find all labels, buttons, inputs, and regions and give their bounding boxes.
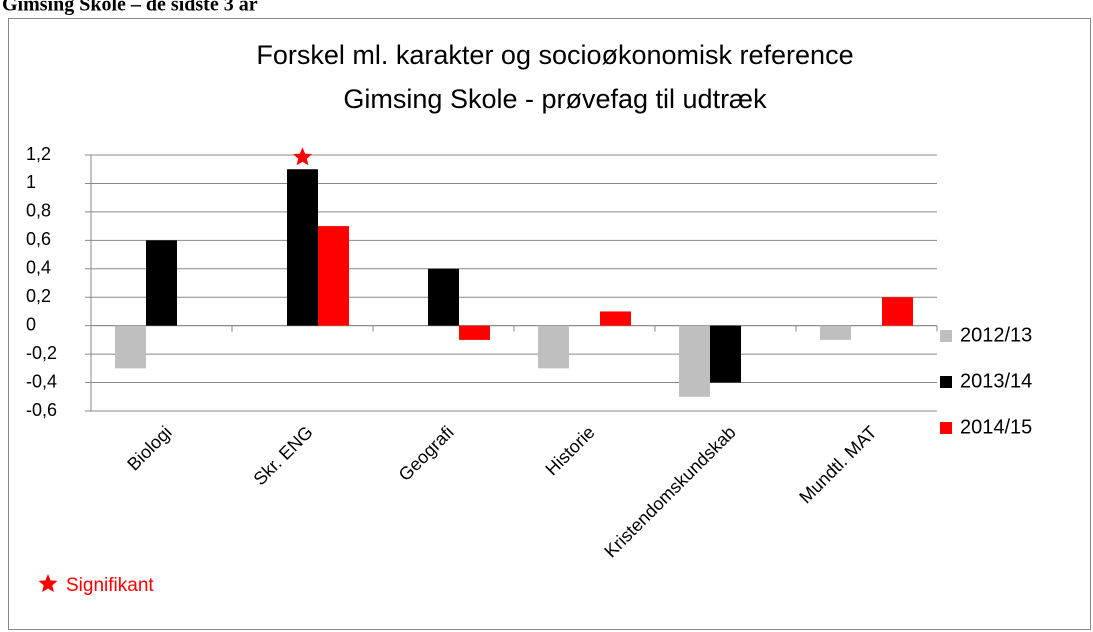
y-tick-label: 0,4 — [26, 258, 51, 278]
y-tick-label: 0 — [26, 314, 36, 334]
star — [38, 574, 58, 593]
y-tick-label: -0,6 — [26, 400, 57, 420]
y-tick-label: 0,8 — [26, 201, 51, 221]
legend-label: 2013/14 — [960, 370, 1032, 392]
legend-swatch — [940, 376, 952, 388]
y-tick-label: 1 — [26, 172, 36, 192]
bar — [428, 268, 459, 326]
annotation: Signifikant — [66, 575, 154, 596]
bar — [459, 325, 490, 340]
y-tick-label: 0,6 — [26, 229, 51, 249]
y-tick-label: 1,2 — [26, 144, 51, 164]
chart-subtitle: Gimsing Skole - prøvefag til udtræk — [343, 84, 767, 114]
y-tick-label: -0,2 — [26, 343, 57, 363]
bar — [710, 325, 741, 383]
y-tick-label: 0,2 — [26, 286, 51, 306]
y-tick-label: -0,4 — [26, 371, 57, 391]
bar — [820, 325, 851, 340]
legend-swatch — [940, 422, 952, 434]
legend-swatch — [940, 330, 952, 342]
chart-title: Forskel ml. karakter og socioøkonomisk r… — [256, 40, 853, 70]
legend-label: 2012/13 — [960, 324, 1032, 346]
bar — [538, 325, 569, 369]
bar — [287, 169, 318, 326]
bar — [600, 311, 631, 326]
star — [293, 147, 312, 166]
bar — [318, 226, 349, 326]
bar — [882, 297, 913, 326]
header-title: Gimsing Skole – de sidste 3 år — [2, 0, 258, 16]
bar — [115, 325, 146, 369]
legend-label: 2014/15 — [960, 416, 1032, 438]
bar — [146, 240, 177, 326]
bar — [679, 325, 710, 397]
